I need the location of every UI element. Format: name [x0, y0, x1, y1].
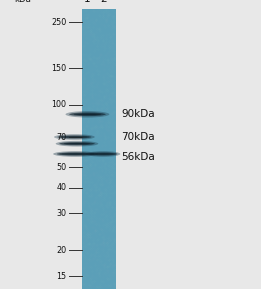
Ellipse shape	[59, 142, 95, 145]
Ellipse shape	[62, 136, 87, 138]
Text: 150: 150	[51, 64, 67, 73]
Bar	[82, 9, 116, 289]
Ellipse shape	[74, 114, 101, 115]
Ellipse shape	[64, 143, 90, 144]
Text: kDa: kDa	[14, 0, 31, 4]
Text: 1: 1	[84, 0, 91, 4]
Ellipse shape	[62, 153, 90, 155]
Ellipse shape	[54, 134, 95, 140]
Text: 100: 100	[52, 100, 67, 109]
Ellipse shape	[57, 152, 94, 155]
Text: 2: 2	[100, 0, 106, 4]
Text: 90kDa: 90kDa	[121, 109, 155, 119]
Text: 40: 40	[57, 183, 67, 192]
Ellipse shape	[86, 151, 120, 157]
Text: 70kDa: 70kDa	[121, 132, 155, 142]
Text: 50: 50	[56, 163, 67, 172]
Text: 70: 70	[56, 132, 67, 142]
Ellipse shape	[92, 153, 114, 155]
Ellipse shape	[89, 152, 117, 155]
Ellipse shape	[69, 112, 106, 116]
Text: 15: 15	[56, 272, 67, 281]
Ellipse shape	[66, 111, 109, 118]
Ellipse shape	[53, 151, 98, 157]
Text: 30: 30	[57, 209, 67, 218]
Ellipse shape	[57, 135, 91, 139]
Ellipse shape	[56, 141, 98, 147]
Text: 20: 20	[56, 246, 67, 255]
Text: 56kDa: 56kDa	[121, 152, 155, 162]
Text: 250: 250	[51, 18, 67, 27]
